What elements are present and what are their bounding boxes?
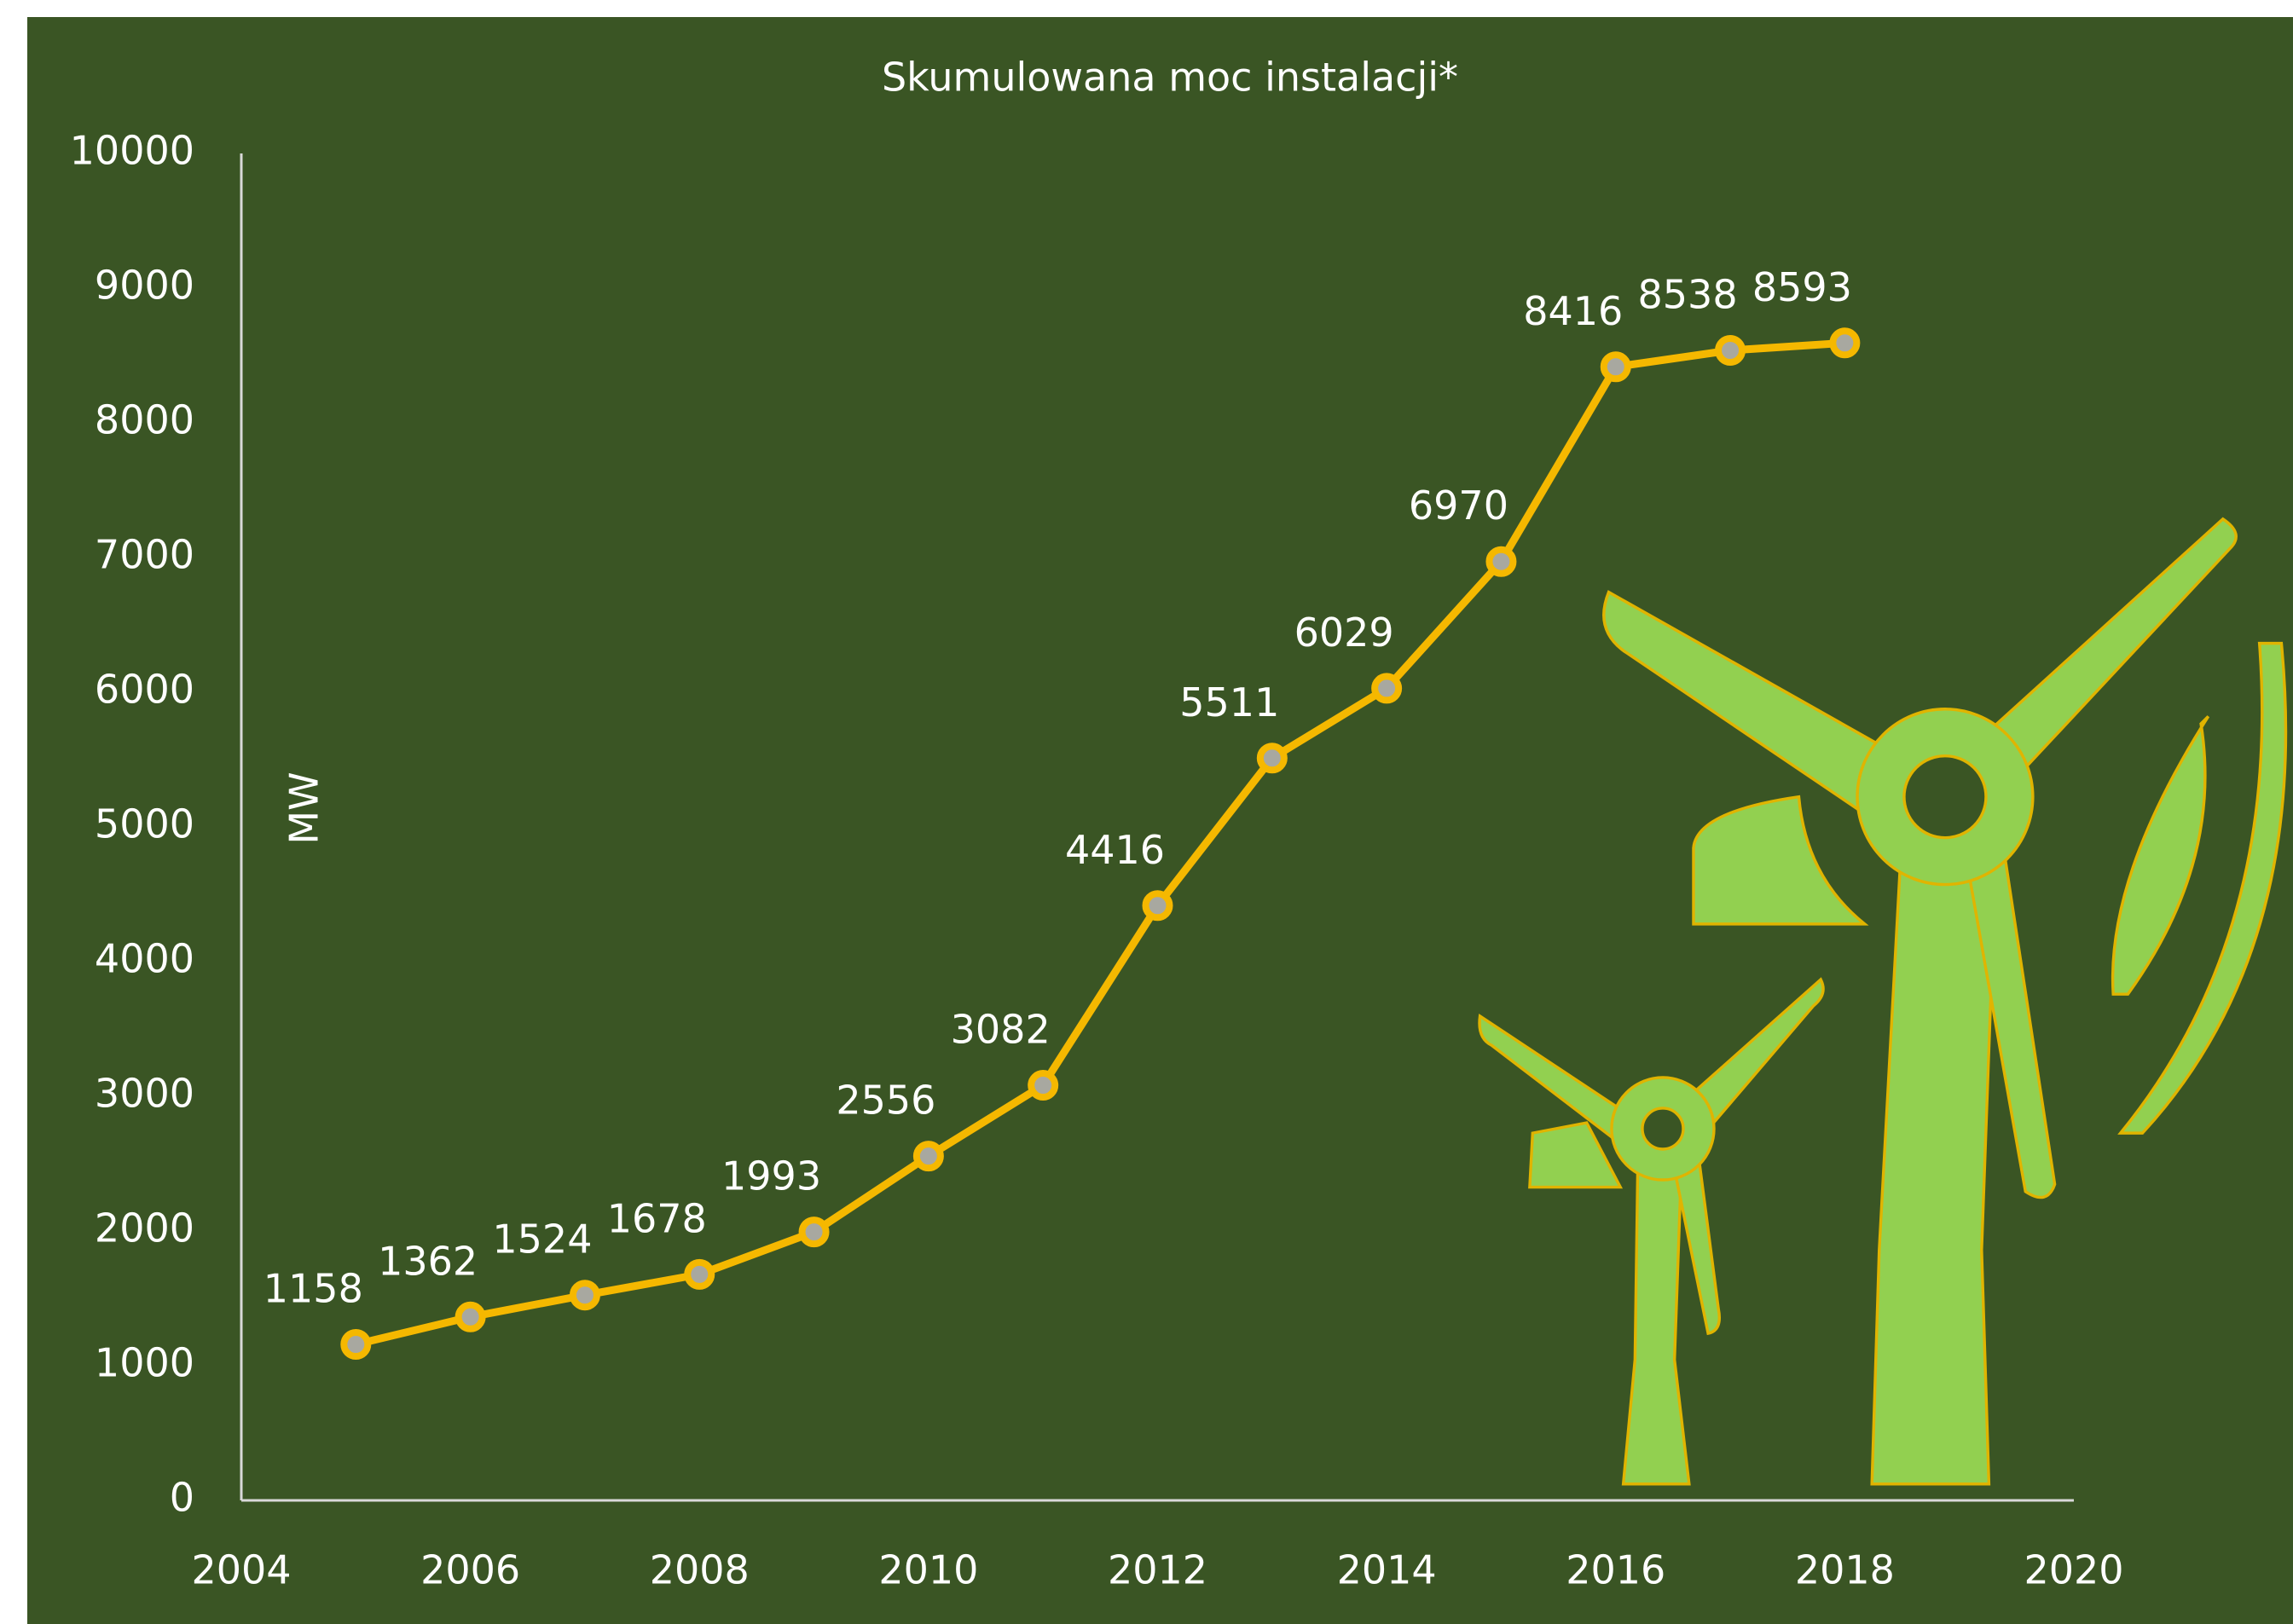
y-tick-label: 9000 bbox=[95, 263, 194, 309]
data-point bbox=[912, 1141, 944, 1172]
data-point bbox=[1829, 327, 1861, 359]
series-line bbox=[355, 338, 1845, 1349]
x-tick-label: 2020 bbox=[2024, 1547, 2123, 1593]
x-tick-label: 2016 bbox=[1566, 1547, 1665, 1593]
data-label: 4416 bbox=[1065, 827, 1165, 873]
nacelle bbox=[1692, 795, 1869, 926]
data-point bbox=[569, 1280, 600, 1311]
y-tick-label: 4000 bbox=[95, 936, 194, 982]
y-tick-label: 1000 bbox=[95, 1340, 194, 1386]
x-tick-label: 2004 bbox=[191, 1547, 291, 1593]
data-point bbox=[1142, 890, 1173, 922]
x-tick-label: 2006 bbox=[420, 1547, 520, 1593]
data-label: 1158 bbox=[263, 1266, 363, 1312]
data-label: 8593 bbox=[1752, 264, 1852, 310]
y-tick-label: 0 bbox=[170, 1475, 194, 1521]
data-label: 1524 bbox=[492, 1217, 592, 1263]
data-label: 1362 bbox=[378, 1238, 478, 1284]
data-label: 2556 bbox=[836, 1078, 935, 1124]
chart-title: Skumulowana moc instalacji* bbox=[882, 55, 1458, 101]
hub-hole bbox=[1902, 754, 1988, 840]
x-tick-label: 2010 bbox=[878, 1547, 978, 1593]
y-tick-label: 8000 bbox=[95, 397, 194, 443]
wave-arc bbox=[2117, 641, 2288, 1135]
y-axis-label: MW bbox=[281, 772, 327, 844]
data-label: 8538 bbox=[1638, 271, 1738, 317]
wind-turbines bbox=[1478, 517, 2288, 1486]
y-tick-label: 5000 bbox=[95, 801, 194, 847]
hub-hole bbox=[1641, 1107, 1685, 1151]
data-label: 3082 bbox=[951, 1007, 1051, 1053]
data-point bbox=[1371, 673, 1403, 704]
x-tick-label: 2008 bbox=[650, 1547, 750, 1593]
data-label: 6029 bbox=[1294, 610, 1394, 656]
data-point bbox=[455, 1301, 486, 1332]
x-tick-label: 2014 bbox=[1337, 1547, 1437, 1593]
data-point bbox=[1028, 1070, 1059, 1101]
blade bbox=[1672, 1160, 1722, 1336]
data-label: 1993 bbox=[721, 1153, 821, 1199]
nacelle bbox=[1528, 1121, 1624, 1189]
wave-arc bbox=[2111, 715, 2210, 996]
data-label: 1678 bbox=[607, 1195, 707, 1241]
blade bbox=[1602, 590, 1896, 822]
y-tick-label: 3000 bbox=[95, 1071, 194, 1117]
data-point bbox=[798, 1217, 830, 1248]
data-point bbox=[1485, 546, 1517, 577]
y-tick-label: 10000 bbox=[70, 128, 194, 174]
data-label: 6970 bbox=[1409, 483, 1508, 529]
data-point bbox=[684, 1258, 715, 1290]
blade bbox=[1986, 517, 2238, 770]
y-tick-label: 2000 bbox=[95, 1205, 194, 1251]
data-label: 5511 bbox=[1179, 679, 1279, 725]
data-point bbox=[1600, 351, 1631, 383]
blade bbox=[1687, 977, 1825, 1129]
blade bbox=[1478, 1013, 1625, 1143]
data-point bbox=[1256, 743, 1288, 774]
data-point bbox=[340, 1329, 372, 1361]
data-label: 8416 bbox=[1523, 288, 1623, 334]
x-tick-label: 2012 bbox=[1108, 1547, 1207, 1593]
y-tick-label: 6000 bbox=[95, 667, 194, 713]
y-tick-label: 7000 bbox=[95, 532, 194, 578]
data-point bbox=[1715, 334, 1746, 366]
x-tick-label: 2018 bbox=[1795, 1547, 1895, 1593]
blade bbox=[1965, 846, 2057, 1199]
